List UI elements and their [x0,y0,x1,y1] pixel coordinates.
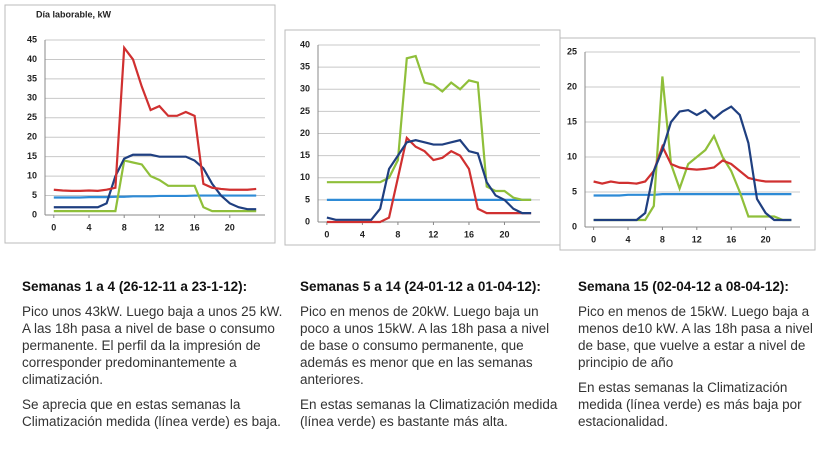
chart-frame [559,37,816,251]
y-tick-label: 25 [567,46,577,56]
series-line [326,54,532,201]
caption-heading: Semanas 5 a 14 (24-01-12 a 01-04-12): [300,279,541,294]
y-tick-label: 15 [27,151,37,161]
y-tick-label: 25 [27,112,37,122]
x-tick-label: 8 [395,229,400,239]
x-tick-label: 12 [154,222,164,232]
y-tick-label: 30 [300,84,310,94]
x-tick-label: 20 [225,222,235,232]
caption-text: Pico en menos de 20kW. Luego baja un poc… [300,304,550,387]
x-tick-label: 16 [190,222,200,232]
x-tick-label: 20 [761,234,771,244]
y-tick-label: 5 [32,190,37,200]
caption-heading: Semana 15 (02-04-12 a 08-04-12): [578,279,789,294]
y-tick-label: 20 [300,128,310,138]
series-line [53,159,257,213]
x-tick-label: 0 [591,234,596,244]
series-line [326,138,532,221]
series-line [593,193,792,197]
y-tick-label: 0 [305,216,310,226]
y-tick-label: 20 [567,81,577,91]
y-tick-label: 15 [300,150,310,160]
caption-text: Pico en menos de 15kW. Luego baja a meno… [578,304,813,370]
y-tick-label: 40 [27,54,37,64]
caption-text: En estas semanas la Climatización medida… [300,397,558,429]
series-line [326,135,532,224]
x-tick-label: 8 [122,222,127,232]
x-tick-label: 4 [86,222,91,232]
y-tick-label: 0 [572,221,577,231]
caption: Semanas 5 a 14 (24-01-12 a 01-04-12): Pi… [300,278,562,438]
x-tick-label: 0 [324,229,329,239]
chart-title: Día laborable, kW [36,9,112,19]
y-tick-label: 25 [300,106,310,116]
x-tick-label: 8 [660,234,665,244]
x-tick-label: 0 [51,222,56,232]
x-tick-label: 4 [360,229,365,239]
caption: Semanas 1 a 4 (26-12-11 a 23-1-12): Pico… [22,278,284,438]
x-tick-label: 20 [499,229,509,239]
caption: Semana 15 (02-04-12 a 08-04-12): Pico en… [578,278,818,438]
caption-text: Pico unos 43kW. Luego baja a unos 25 kW.… [22,304,283,387]
y-tick-label: 30 [27,93,37,103]
y-tick-label: 10 [27,170,37,180]
caption-text: Se aprecia que en estas semanas la Clima… [22,397,281,429]
caption-heading: Semanas 1 a 4 (26-12-11 a 23-1-12): [22,279,248,294]
caption-text: En estas semanas la Climatización medida… [578,380,802,429]
y-tick-label: 0 [32,209,37,219]
x-tick-label: 16 [726,234,736,244]
y-tick-label: 15 [567,116,577,126]
y-tick-label: 20 [27,132,37,142]
y-tick-label: 5 [572,186,577,196]
x-tick-label: 12 [692,234,702,244]
x-tick-label: 16 [464,229,474,239]
y-tick-label: 5 [305,194,310,204]
x-tick-label: 4 [625,234,630,244]
y-tick-label: 35 [27,73,37,83]
series-line [593,105,792,222]
y-tick-label: 10 [567,151,577,161]
y-tick-label: 40 [300,39,310,49]
series-line [53,153,257,211]
y-tick-label: 10 [300,172,310,182]
y-tick-label: 45 [27,34,37,44]
y-tick-label: 35 [300,62,310,72]
series-line [53,44,257,192]
x-tick-label: 12 [428,229,438,239]
series-line [593,143,792,185]
